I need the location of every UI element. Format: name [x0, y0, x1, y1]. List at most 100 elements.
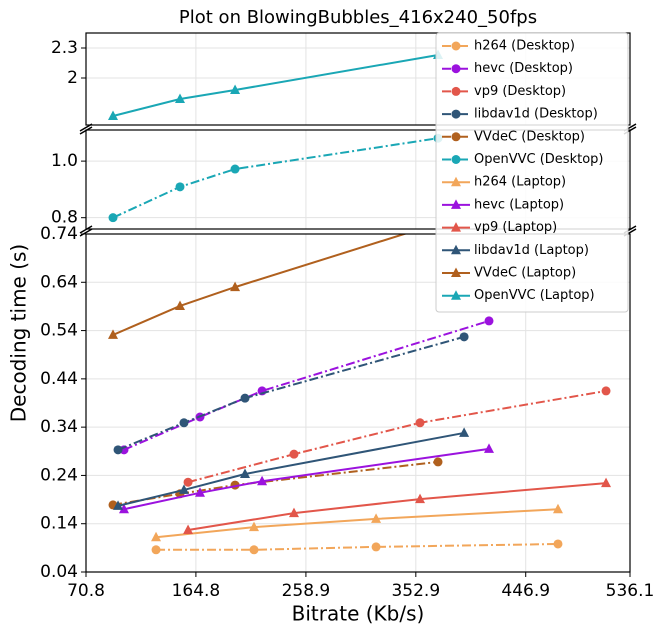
point: [484, 443, 495, 453]
panel-frame: [85, 233, 631, 573]
point: [230, 164, 240, 174]
legend-marker: [451, 132, 461, 142]
series-line: [112, 234, 408, 336]
legend-marker: [451, 244, 461, 255]
point: [459, 332, 469, 342]
y-tick-label: 0.24: [40, 465, 78, 485]
point: [113, 445, 123, 455]
legend-label: hevc (Desktop): [474, 61, 573, 76]
point: [108, 329, 119, 339]
legend-label: OpenVVC (Laptop): [474, 288, 595, 303]
series-line: [187, 389, 607, 484]
y-tick-label: 0.8: [51, 208, 78, 228]
x-tick-label: 536.1: [606, 581, 655, 601]
series-line: [187, 482, 607, 531]
point: [118, 503, 129, 514]
legend-label: libdav1d (Laptop): [474, 243, 589, 258]
point: [194, 487, 205, 497]
point: [183, 477, 193, 487]
y-axis-label: Decoding time (s): [7, 244, 31, 423]
legend-marker: [451, 109, 461, 119]
point: [415, 493, 426, 504]
point: [108, 110, 119, 120]
point: [174, 93, 185, 103]
point: [601, 386, 611, 396]
point: [415, 418, 425, 428]
legend-marker: [451, 199, 461, 209]
y-tick-label: 0.14: [40, 514, 78, 534]
point: [371, 542, 381, 552]
panel-frame: [85, 129, 631, 230]
point: [249, 521, 260, 532]
y-tick-label: 2: [67, 68, 78, 88]
legend-marker: [451, 267, 461, 277]
legend-marker: [451, 155, 461, 164]
legend-marker: [451, 290, 461, 300]
legend-marker: [451, 41, 461, 51]
legend-label: VVdeC (Laptop): [474, 266, 576, 281]
series-line: [155, 508, 559, 539]
point: [151, 531, 162, 542]
point: [240, 468, 251, 478]
x-axis-label: Bitrate (Kb/s): [292, 602, 425, 626]
point: [113, 500, 124, 510]
point: [174, 300, 185, 310]
point: [371, 513, 382, 523]
panel-frame: [85, 32, 631, 126]
point: [553, 539, 563, 549]
point: [178, 484, 189, 494]
series: [183, 386, 611, 487]
point: [249, 545, 259, 555]
legend-marker: [451, 222, 461, 232]
series: [108, 234, 408, 339]
point: [175, 182, 185, 192]
series: [151, 503, 563, 542]
x-tick-label: 352.9: [391, 581, 440, 601]
legend-marker: [451, 64, 461, 74]
y-tick-label: 0.34: [40, 417, 78, 437]
point: [257, 475, 268, 486]
legend-label: libdav1d (Desktop): [474, 107, 598, 122]
y-tick-label: 0.54: [40, 321, 78, 341]
series-line: [123, 319, 490, 451]
series: [183, 477, 612, 534]
series-line: [156, 542, 558, 551]
x-tick-label: 446.9: [501, 581, 550, 601]
x-tick-label: 70.8: [67, 581, 105, 601]
y-tick-label: 0.64: [40, 272, 78, 292]
series-line: [112, 460, 439, 506]
series: [113, 332, 469, 455]
y-tick-label: 0.74: [40, 224, 78, 244]
point: [179, 418, 189, 428]
legend-label: h264 (Laptop): [474, 175, 566, 190]
legend-label: vp9 (Desktop): [474, 84, 566, 99]
point: [151, 545, 161, 555]
point: [108, 213, 118, 223]
y-tick-label: 1.0: [51, 151, 78, 171]
frame-layer: [79, 32, 637, 573]
legend-marker: [451, 86, 461, 96]
series-line: [123, 447, 490, 511]
y-tick-label: 0.44: [40, 369, 78, 389]
legend-label: hevc (Laptop): [474, 197, 564, 212]
point: [289, 449, 299, 459]
series: [118, 443, 495, 514]
series-line: [117, 335, 465, 451]
legend-marker: [451, 176, 461, 187]
series-line: [117, 431, 465, 507]
point: [484, 316, 494, 326]
legend-label: vp9 (Laptop): [474, 220, 557, 235]
x-tick-label: 258.9: [282, 581, 331, 601]
point: [552, 503, 563, 514]
y-tick-label: 0.04: [40, 562, 78, 582]
point: [230, 281, 241, 292]
point: [459, 427, 470, 437]
series-line: [112, 54, 439, 117]
x-tick-label: 164.8: [172, 581, 221, 601]
point: [183, 524, 194, 534]
y-tick-label: 2.3: [51, 38, 78, 58]
series: [151, 539, 563, 555]
series-line: [112, 137, 439, 219]
legend-box: [435, 32, 629, 313]
